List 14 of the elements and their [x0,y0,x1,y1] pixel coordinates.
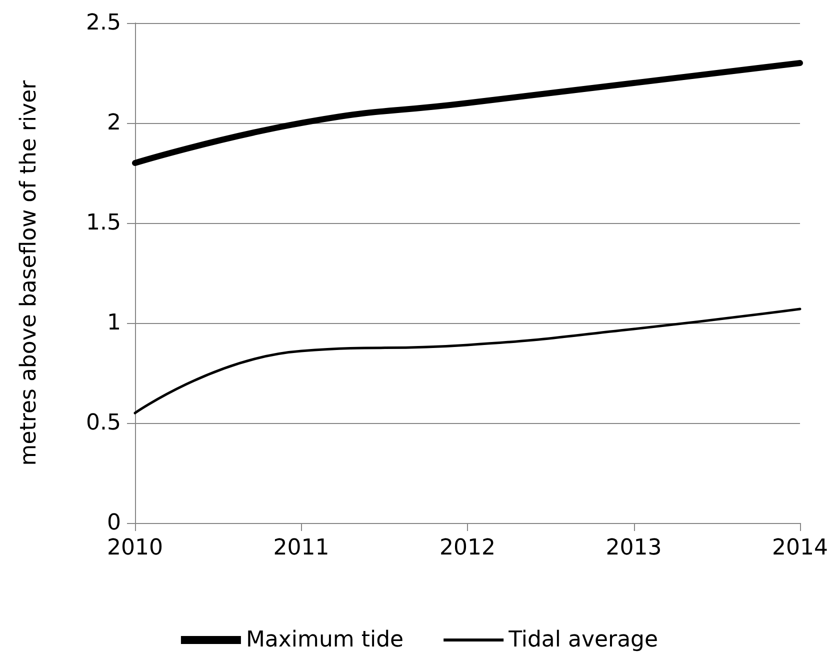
y-tick-label: 2 [107,110,121,136]
x-tick-label: 2011 [273,536,330,560]
y-tick-label: 1.5 [86,210,121,236]
y-axis-title: metres above baseflow of the river [16,79,42,466]
x-tick-label: 2012 [440,536,496,560]
x-tick-label: 2014 [772,536,828,560]
y-tick-label: 2.5 [86,10,121,36]
x-tick-label: 2010 [107,536,163,560]
x-tick-label: 2013 [606,536,662,560]
legend-label: Tidal average [508,628,658,652]
legend-label: Maximum tide [246,628,404,652]
y-tick-label: 0.5 [86,410,121,436]
y-tick-label: 0 [107,510,121,536]
y-tick-label: 1 [107,310,121,336]
